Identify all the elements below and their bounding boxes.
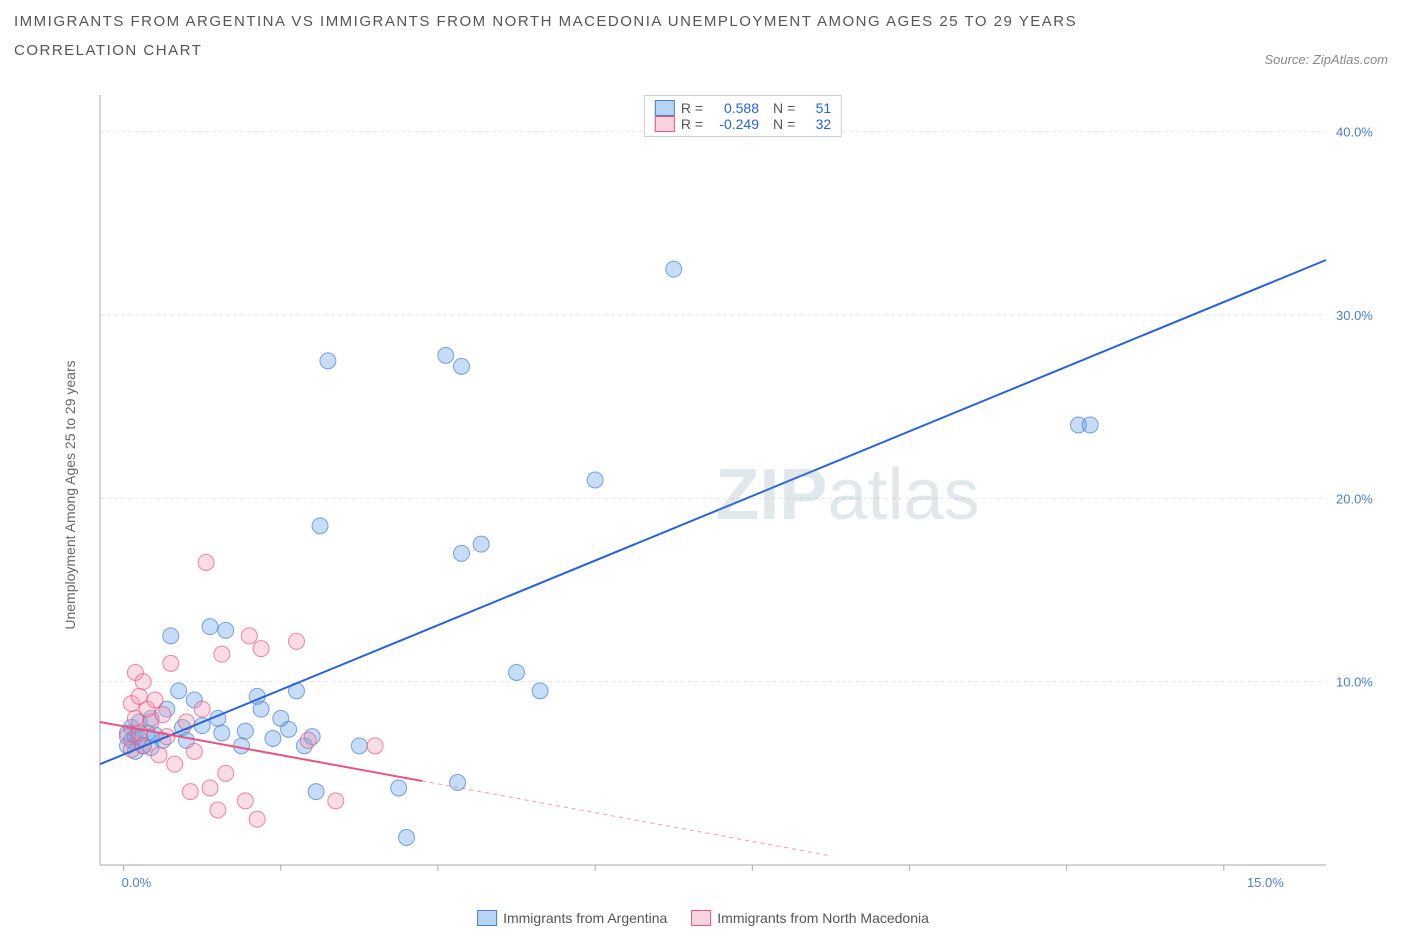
legend-row-macedonia: R = -0.249 N = 32 xyxy=(655,116,831,132)
svg-text:30.0%: 30.0% xyxy=(1336,308,1373,323)
source-attribution: Source: ZipAtlas.com xyxy=(1264,52,1388,67)
r-label: R = xyxy=(681,100,703,116)
svg-text:0.0%: 0.0% xyxy=(122,875,152,890)
chart-title-line-1: IMMIGRANTS FROM ARGENTINA VS IMMIGRANTS … xyxy=(14,10,1392,34)
n-value-macedonia: 32 xyxy=(801,116,831,132)
series-legend: Immigrants from Argentina Immigrants fro… xyxy=(477,910,929,926)
n-label: N = xyxy=(773,116,795,132)
legend-item-macedonia: Immigrants from North Macedonia xyxy=(691,910,929,926)
legend-label-argentina: Immigrants from Argentina xyxy=(503,910,667,926)
plot-region: R = 0.588 N = 51 R = -0.249 N = 32 ZIPat… xyxy=(90,95,1396,895)
title-block: IMMIGRANTS FROM ARGENTINA VS IMMIGRANTS … xyxy=(14,10,1392,59)
n-value-argentina: 51 xyxy=(801,100,831,116)
legend-swatch-argentina xyxy=(477,910,497,926)
correlation-legend: R = 0.588 N = 51 R = -0.249 N = 32 xyxy=(644,95,842,137)
chart-title-line-2: CORRELATION CHART xyxy=(14,42,1392,59)
legend-swatch-macedonia xyxy=(691,910,711,926)
chart-area: Unemployment Among Ages 25 to 29 years R… xyxy=(60,95,1396,895)
legend-row-argentina: R = 0.588 N = 51 xyxy=(655,100,831,116)
svg-text:40.0%: 40.0% xyxy=(1336,125,1373,140)
r-value-argentina: 0.588 xyxy=(709,100,759,116)
svg-text:15.0%: 15.0% xyxy=(1247,875,1284,890)
svg-text:20.0%: 20.0% xyxy=(1336,491,1373,506)
y-axis-label: Unemployment Among Ages 25 to 29 years xyxy=(62,360,78,629)
r-value-macedonia: -0.249 xyxy=(709,116,759,132)
legend-item-argentina: Immigrants from Argentina xyxy=(477,910,667,926)
legend-swatch-macedonia xyxy=(655,116,675,132)
legend-swatch-argentina xyxy=(655,100,675,116)
scatter-plot-svg: 10.0% 20.0% 30.0% 40.0% 0.0% 15.0% xyxy=(90,95,1396,895)
legend-label-macedonia: Immigrants from North Macedonia xyxy=(717,910,929,926)
r-label: R = xyxy=(681,116,703,132)
n-label: N = xyxy=(773,100,795,116)
svg-text:10.0%: 10.0% xyxy=(1336,675,1373,690)
